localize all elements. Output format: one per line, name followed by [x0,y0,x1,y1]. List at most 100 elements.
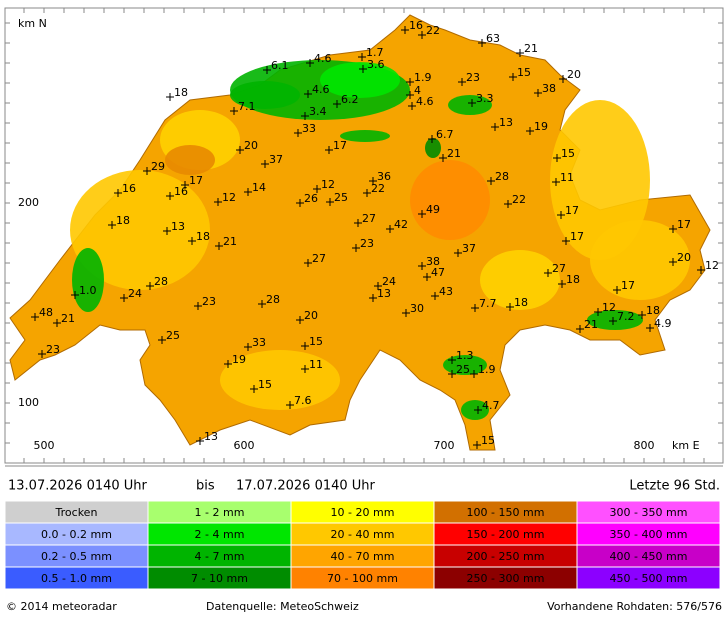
station-value: 17 [565,204,579,217]
station-marker [516,49,524,57]
rain-patch [230,81,300,109]
station: 21 [516,42,538,57]
station-marker [301,365,309,373]
station-value: 38 [426,255,440,268]
legend-label: 150 - 200 mm [467,528,545,541]
station: 1.3 [448,349,474,364]
station: 20 [669,251,691,266]
station-value: 7.6 [294,394,312,407]
legend-swatch [576,566,721,590]
rain-patch [70,170,210,290]
station: 27 [354,212,376,227]
station: 13 [491,116,513,131]
y-axis-label: 100 [18,396,39,409]
station: 4 [406,84,421,99]
station-marker [454,249,462,257]
station: 15 [509,66,531,81]
station: 21 [53,312,75,327]
station-marker [418,210,426,218]
station-marker [594,308,602,316]
station: 29 [143,160,165,175]
rain-patch [448,95,492,115]
station-value: 16 [409,19,423,32]
station: 20 [559,68,581,83]
station: 12 [594,301,616,316]
station-marker [31,313,39,321]
station-value: 19 [232,353,246,366]
station: 38 [418,255,440,270]
station-marker [71,291,79,299]
station-value: 4.7 [482,399,500,412]
legend-label: Trocken [55,506,98,519]
station-marker [306,59,314,67]
station-value: 11 [309,358,323,371]
station: 7.7 [471,297,497,312]
station: 13 [196,430,218,445]
station-value: 25 [334,191,348,204]
station: 12 [697,259,719,274]
station-marker [558,280,566,288]
station: 11 [552,171,574,186]
station-marker [166,93,174,101]
station-marker [423,273,431,281]
station-marker [143,167,151,175]
station-marker [214,198,222,206]
station-marker [439,154,447,162]
station-marker [559,75,567,83]
station-marker [406,91,414,99]
x-axis-label: 700 [434,439,455,452]
station: 19 [224,353,246,368]
station: 18 [506,296,528,311]
station-marker [562,237,570,245]
station-value: 23 [360,237,374,250]
station-marker [470,370,478,378]
station: 47 [423,266,445,281]
station: 25 [326,191,348,206]
station-value: 15 [309,335,323,348]
station-value: 12 [705,259,719,272]
station-marker [431,292,439,300]
station-value: 18 [514,296,528,309]
legend-label: 450 - 500 mm [610,572,688,585]
station-value: 21 [524,42,538,55]
station-marker [120,294,128,302]
station: 22 [363,182,385,197]
station-value: 25 [166,329,180,342]
station-marker [448,370,456,378]
station-value: 18 [646,304,660,317]
station: 16 [401,19,423,34]
station-marker [236,146,244,154]
station-marker [646,324,654,332]
station: 4.7 [474,399,500,414]
station: 26 [296,192,318,207]
legend-label: 300 - 350 mm [610,506,688,519]
station-value: 18 [116,214,130,227]
station-marker [363,189,371,197]
station: 38 [534,82,556,97]
x-axis-label: 600 [234,439,255,452]
station-marker [244,188,252,196]
station: 18 [166,86,188,101]
station-value: 38 [542,82,556,95]
station: 25 [448,363,470,378]
legend-label: 350 - 400 mm [610,528,688,541]
legend-label: 70 - 100 mm [327,572,398,585]
legend-label: 40 - 70 mm [331,550,395,563]
station-marker [609,317,617,325]
station: 48 [31,306,53,321]
station-marker [294,129,302,137]
rain-patch [220,350,340,410]
station-marker [697,266,705,274]
station-marker [333,100,341,108]
rain-patch [550,100,650,260]
x-axis-label: 800 [634,439,655,452]
station-value: 4.9 [654,317,672,330]
station: 11 [301,358,323,373]
station: 22 [504,193,526,208]
legend-label: 0.5 - 1.0 mm [41,572,112,585]
station-marker [53,319,61,327]
legend-label: 4 - 7 mm [195,550,245,563]
station-marker [352,244,360,252]
station-marker [487,177,495,185]
